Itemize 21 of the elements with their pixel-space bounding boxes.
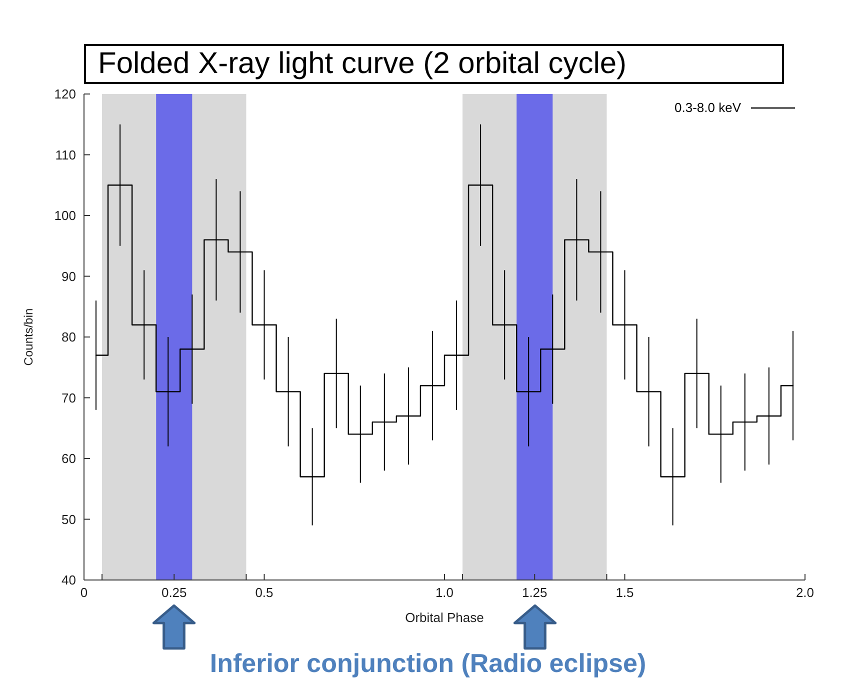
y-tick-label: 50 (62, 512, 76, 527)
y-tick-label: 110 (55, 147, 76, 162)
y-tick-label: 60 (62, 451, 76, 466)
x-tick-label: 0.5 (255, 585, 274, 600)
x-axis-title: Orbital Phase (405, 610, 484, 625)
legend-label: 0.3-8.0 keV (674, 100, 741, 115)
x-tick-label: 0.25 (161, 585, 187, 600)
y-tick-label: 90 (62, 268, 76, 284)
y-tick-label: 40 (62, 572, 76, 588)
y-tick-label: 120 (54, 86, 76, 102)
y-tick-label: 80 (62, 330, 76, 345)
x-tick-label: 1.5 (616, 585, 634, 600)
x-tick-label: 1.25 (522, 585, 548, 600)
y-tick-label: 70 (62, 390, 76, 406)
x-tick-label: 1.0 (435, 585, 454, 600)
y-axis-title: Counts/bin (21, 308, 36, 366)
text: Inferior conjunction (Radio eclipse) (208, 648, 648, 679)
y-tick-label: 100 (54, 208, 76, 224)
x-tick-label: 2.0 (796, 585, 814, 600)
x-tick-label: 0 (80, 585, 88, 600)
chart-title: Folded X-ray light curve (2 orbital cycle) (84, 44, 784, 84)
